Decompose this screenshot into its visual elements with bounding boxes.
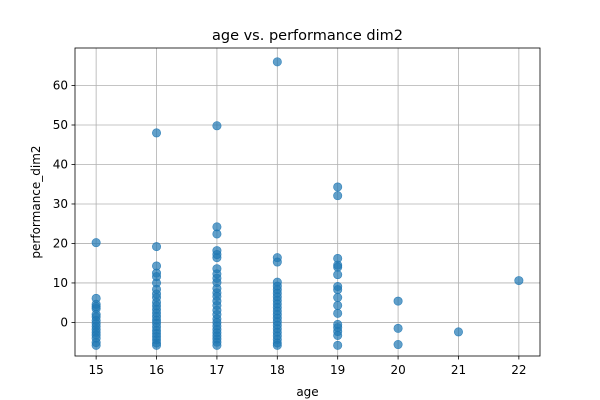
x-tick-label: 22: [511, 363, 526, 377]
y-axis-ticks: 0 10 20 30 40 50 60: [53, 79, 75, 330]
data-point: [333, 308, 343, 318]
data-point: [152, 340, 162, 350]
data-point: [212, 121, 222, 131]
data-point: [152, 128, 162, 138]
x-tick-label: 20: [390, 363, 405, 377]
data-point: [514, 276, 524, 286]
data-point: [152, 242, 162, 252]
grid-lines: [75, 48, 540, 356]
data-point: [212, 229, 222, 239]
x-tick-label: 19: [330, 363, 345, 377]
data-point: [333, 270, 343, 280]
data-point: [333, 300, 343, 310]
data-point: [333, 191, 343, 201]
y-tick-label: 10: [53, 276, 68, 290]
data-point: [333, 182, 343, 192]
y-tick-label: 20: [53, 237, 68, 251]
x-tick-label: 17: [209, 363, 224, 377]
plot-frame: [74, 47, 541, 357]
data-point: [393, 323, 403, 333]
data-point: [333, 293, 343, 303]
data-point: [333, 262, 343, 272]
data-point: [333, 285, 343, 295]
data-point: [453, 327, 463, 337]
data-point: [91, 238, 101, 248]
data-point: [393, 296, 403, 306]
x-tick-label: 15: [88, 363, 103, 377]
chart-title: age vs. performance dim2: [212, 28, 403, 44]
x-axis-ticks: 15 16 17 18 19 20 21 22: [88, 356, 527, 377]
data-point: [272, 257, 282, 267]
data-point: [333, 330, 343, 340]
data-point: [272, 57, 282, 67]
x-tick-label: 21: [451, 363, 466, 377]
y-tick-label: 0: [60, 316, 68, 330]
data-point: [272, 340, 282, 350]
y-tick-label: 60: [53, 79, 68, 93]
x-tick-label: 18: [270, 363, 285, 377]
data-points: [91, 57, 524, 350]
x-tick-label: 16: [149, 363, 164, 377]
y-axis-label: performance_dim2: [29, 145, 43, 258]
data-point: [91, 340, 101, 350]
y-tick-label: 30: [53, 197, 68, 211]
x-axis-label: age: [296, 385, 318, 399]
data-point: [393, 340, 403, 350]
data-point: [212, 340, 222, 350]
y-tick-label: 50: [53, 118, 68, 132]
data-point: [212, 253, 222, 263]
data-point: [333, 340, 343, 350]
y-tick-label: 40: [53, 158, 68, 172]
